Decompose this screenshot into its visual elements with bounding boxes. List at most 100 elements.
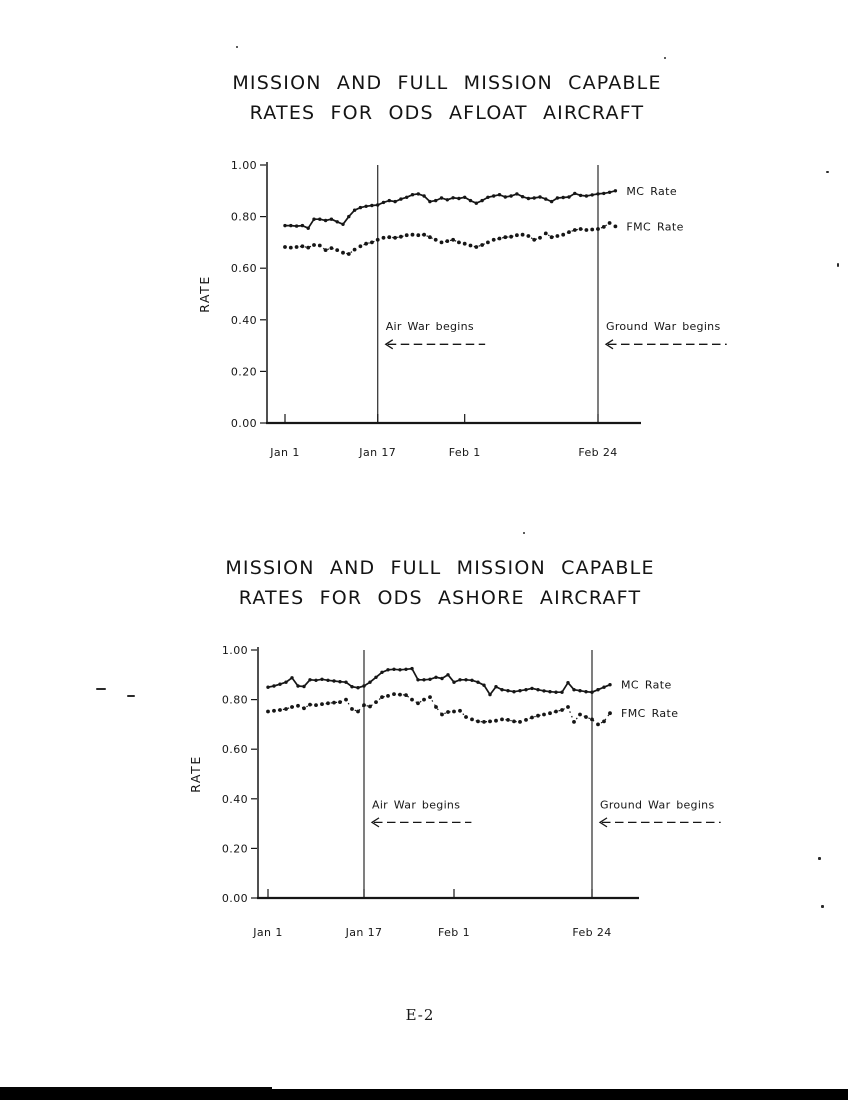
fmc-rate-marker (338, 700, 342, 704)
fmc-rate-marker (428, 695, 432, 699)
fmc-rate-marker (538, 235, 542, 240)
fmc-rate-marker (288, 245, 293, 250)
fmc-rate-marker (399, 234, 403, 239)
fmc-rate-marker (584, 228, 589, 232)
mc-rate-marker (542, 689, 546, 693)
mc-rate-marker (607, 190, 612, 194)
fmc-rate-marker (422, 697, 426, 702)
afloat-chart: 0.00 0.20 0.40 0.60 0.80 1.00 RATE Jan 1 Jan 17 F… (197, 159, 727, 459)
mc-rate-marker (422, 678, 426, 682)
mc-rate-label: MC Rate (621, 679, 672, 692)
mc-rate-marker (422, 194, 426, 198)
ashore-chart-title: MISSION AND FULL MISSION CAPABLE RATES F… (160, 553, 720, 613)
mc-rate-marker (451, 196, 455, 200)
y-tick-label: 0.20 (222, 842, 248, 855)
fmc-rate-marker (323, 248, 328, 253)
fmc-rate-marker (434, 705, 438, 709)
y-tick-label: 0.80 (222, 694, 248, 707)
mc-rate-marker (464, 678, 468, 682)
mc-rate-marker (370, 203, 374, 208)
fmc-rate-marker (410, 232, 415, 237)
fmc-rate-marker (543, 231, 548, 236)
mc-rate-marker (532, 196, 536, 200)
mc-rate-marker (289, 223, 293, 228)
fmc-rate-marker (515, 233, 519, 238)
fmc-rate-marker (596, 722, 600, 727)
fmc-rate-marker (320, 702, 324, 706)
mc-rate-marker (320, 677, 324, 681)
fmc-rate-marker (335, 248, 340, 253)
mc-rate-marker (290, 676, 294, 680)
fmc-rate-marker (524, 718, 528, 722)
mc-rate-marker (554, 690, 558, 694)
mc-rate-marker (332, 679, 336, 683)
mc-rate-marker (548, 690, 552, 694)
mc-rate-marker (463, 195, 467, 199)
fmc-rate-marker (488, 719, 492, 724)
x-tick-label: Jan 1 (252, 926, 282, 939)
annotation-ground-war-begins: Ground War begins (600, 799, 714, 812)
fmc-rate-marker (300, 244, 305, 249)
fmc-rate-marker (370, 240, 374, 245)
y-tick-label: 0.40 (222, 793, 248, 806)
mc-rate-marker (399, 197, 403, 201)
mc-rate-marker (530, 686, 534, 691)
mc-rate-marker (428, 677, 432, 681)
fmc-rate-marker (446, 710, 450, 714)
mc-rate-marker (278, 682, 282, 686)
fmc-rate-marker (572, 228, 577, 232)
mc-rate-marker (602, 191, 606, 196)
mc-rate-marker (393, 199, 397, 204)
scan-speck (236, 46, 238, 48)
mc-rate-marker (314, 678, 318, 682)
mc-rate-marker (526, 196, 531, 201)
x-tick-label: Feb 1 (449, 446, 481, 459)
mc-rate-marker (596, 688, 600, 692)
mc-rate-marker (566, 681, 570, 685)
fmc-rate-marker (458, 708, 462, 713)
fmc-rate-marker (561, 232, 566, 237)
mc-rate-marker (549, 199, 554, 204)
mc-rate-marker (446, 673, 450, 677)
mc-rate-marker (470, 678, 474, 682)
mc-rate-marker (428, 199, 432, 204)
ashore-title-line-2: RATES FOR ODS ASHORE AIRCRAFT (238, 587, 642, 609)
fmc-rate-marker (601, 225, 606, 229)
fmc-rate-marker (362, 703, 366, 707)
fmc-rate-marker (332, 700, 336, 705)
scan-artifact-bar (0, 1089, 848, 1100)
annotation-arrowhead (384, 339, 394, 350)
mc-rate-line (267, 667, 611, 697)
mc-rate-marker (503, 195, 507, 199)
fmc-rate-marker (296, 703, 300, 708)
fmc-rate-marker (364, 241, 368, 246)
annotation-ground-war-begins: Ground War begins (606, 320, 720, 333)
mc-rate-marker (468, 198, 473, 203)
mc-rate-marker (381, 200, 386, 205)
fmc-rate-marker (457, 240, 461, 245)
mc-rate-marker (602, 685, 606, 689)
scan-speck (818, 857, 821, 860)
fmc-rate-marker (512, 719, 516, 724)
fmc-rate-marker (560, 708, 564, 712)
fmc-rate-marker (266, 709, 270, 714)
fmc-rate-marker (452, 709, 456, 714)
fmc-rate-marker (358, 244, 363, 249)
fmc-rate-marker (566, 705, 570, 709)
mc-rate-marker (329, 217, 334, 221)
fmc-rate-marker (526, 234, 531, 238)
mc-rate-marker (457, 196, 461, 201)
fmc-rate-marker (596, 227, 600, 231)
mc-rate-marker (452, 680, 456, 684)
mc-rate-marker (387, 198, 391, 203)
fmc-rate-marker (404, 233, 409, 238)
mc-rate-marker (572, 688, 576, 692)
fmc-rate-marker (468, 243, 473, 248)
mc-rate-marker (344, 680, 348, 684)
fmc-rate-marker (554, 709, 558, 714)
annotation-arrowhead (604, 339, 614, 350)
mc-rate-marker (458, 678, 462, 682)
scan-speck (826, 171, 829, 173)
mc-rate-marker (560, 690, 564, 694)
y-axis-label: RATE (197, 275, 212, 313)
